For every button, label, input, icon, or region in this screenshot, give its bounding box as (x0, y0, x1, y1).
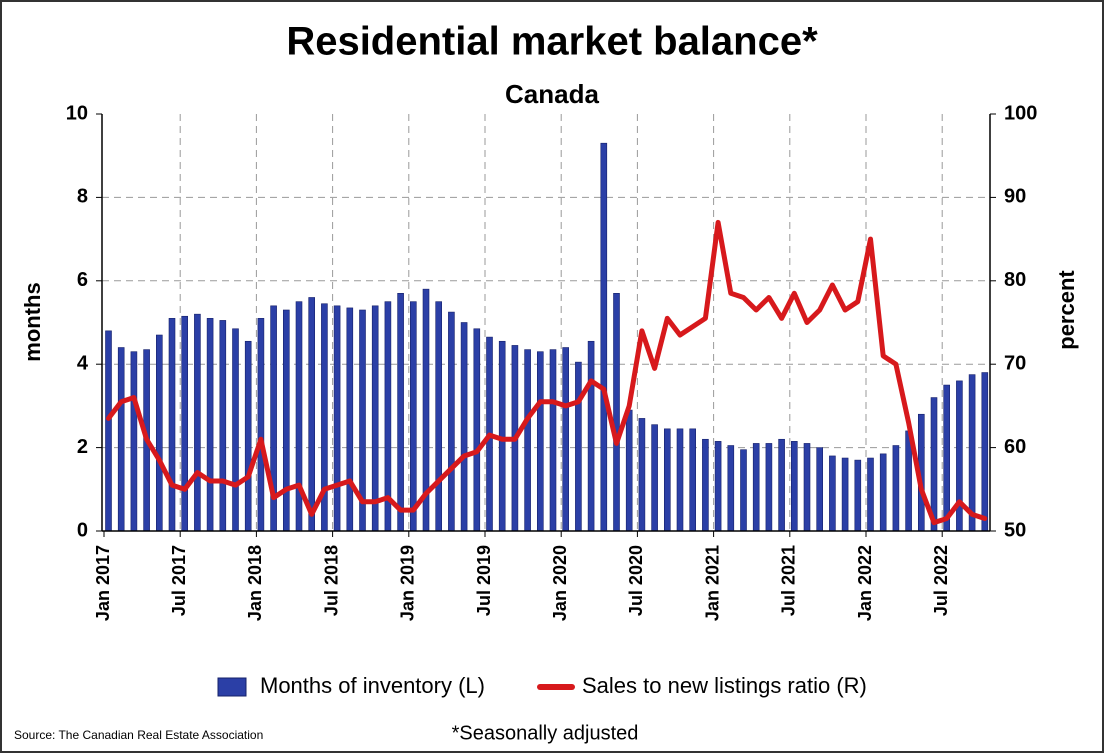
y-axis-label: months (20, 282, 45, 361)
y2-axis-label: percent (1054, 270, 1079, 350)
bar (536, 351, 544, 532)
legend-label: Sales to new listings ratio (R) (582, 673, 867, 698)
bar (968, 374, 976, 532)
x-tick-label: Jan 2018 (245, 545, 265, 621)
bar (829, 455, 836, 532)
y-tick-label: 2 (77, 436, 88, 458)
bar (562, 347, 570, 532)
x-tick-label: Jul 2017 (169, 545, 189, 616)
bar (816, 447, 824, 532)
bar (168, 318, 176, 532)
bar (702, 438, 709, 532)
x-tick-label: Jan 2022 (855, 545, 875, 621)
bar (841, 457, 849, 532)
y2-tick-label: 80 (1004, 269, 1026, 291)
x-tick-label: Jan 2017 (93, 545, 113, 621)
bar (130, 351, 138, 532)
y-tick-label: 4 (77, 352, 89, 374)
bar (473, 328, 481, 532)
bar (549, 349, 557, 532)
bar (867, 457, 874, 532)
bar (790, 441, 798, 532)
x-tick-label: Jan 2020 (550, 545, 570, 621)
legend-swatch (217, 677, 247, 697)
y2-tick-label: 70 (1004, 352, 1026, 374)
bar (524, 349, 531, 532)
bar (105, 330, 112, 532)
bar (181, 315, 188, 532)
bar (803, 443, 811, 532)
bar (879, 453, 887, 532)
bar (371, 305, 379, 532)
bar (752, 443, 760, 532)
bar (397, 293, 404, 532)
bar (346, 307, 354, 532)
x-tick-label: Jul 2019 (474, 545, 494, 616)
y2-tick-label: 60 (1004, 436, 1026, 458)
bar (257, 318, 265, 532)
legend-label: Months of inventory (L) (260, 673, 485, 698)
bar (854, 459, 862, 532)
chart-subtitle: Canada (505, 79, 599, 109)
line (106, 219, 988, 526)
bar (156, 334, 163, 532)
bar (117, 347, 125, 532)
bar (651, 424, 658, 532)
bar (435, 301, 443, 532)
bar (587, 340, 595, 532)
bar (638, 418, 646, 532)
bar (295, 301, 303, 532)
y2-tick-label: 50 (1004, 519, 1026, 541)
y2-tick-label: 90 (1004, 186, 1026, 208)
y-tick-label: 0 (77, 519, 88, 541)
source: Source: The Canadian Real Estate Associa… (14, 728, 263, 742)
bar (714, 441, 722, 532)
bar (448, 311, 455, 532)
bar (892, 445, 900, 532)
x-tick-label: Jul 2021 (779, 545, 799, 616)
x-tick-label: Jul 2018 (321, 545, 341, 616)
bar (409, 301, 417, 532)
y-tick-label: 6 (77, 269, 88, 291)
bar (282, 309, 290, 532)
x-tick-label: Jul 2020 (626, 545, 646, 616)
x-tick-label: Jan 2021 (702, 545, 722, 621)
bar (600, 142, 608, 532)
y-tick-label: 8 (77, 186, 88, 208)
bar (625, 409, 633, 532)
bar (308, 297, 316, 532)
bar (244, 340, 252, 532)
bar (740, 449, 747, 532)
bar (689, 428, 697, 532)
bar (206, 318, 214, 532)
bar (613, 293, 620, 532)
bar (194, 313, 201, 532)
x-tick-label: Jan 2019 (398, 545, 418, 621)
footnote: *Seasonally adjusted (452, 722, 639, 744)
y2-tick-label: 100 (1004, 102, 1037, 124)
bar (676, 428, 684, 532)
bar (765, 443, 773, 532)
bar (727, 445, 735, 532)
bar (460, 322, 468, 532)
chart-title: Residential market balance* (286, 20, 818, 64)
bar (333, 305, 341, 532)
bar (575, 361, 582, 532)
x-tick-label: Jul 2022 (931, 545, 951, 616)
bar (981, 372, 989, 532)
bar (663, 428, 671, 532)
y-tick-label: 10 (66, 102, 88, 124)
bar (232, 328, 239, 532)
bar (943, 384, 951, 532)
bar (778, 438, 785, 532)
bar (219, 320, 227, 532)
